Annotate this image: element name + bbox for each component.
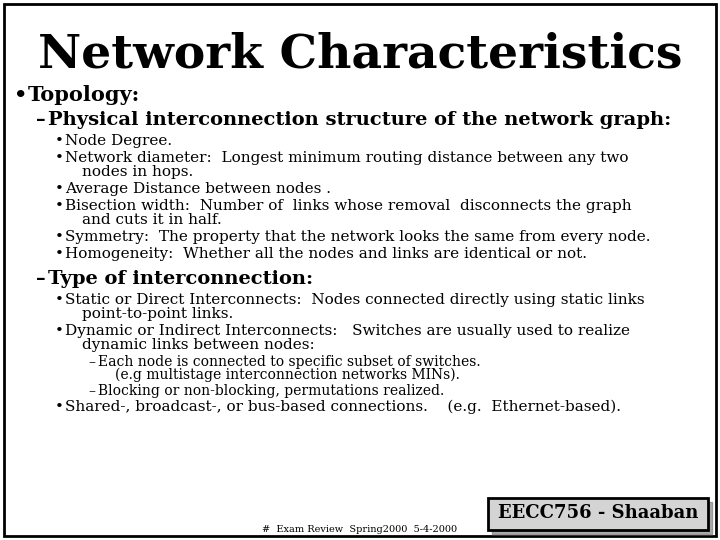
Text: Dynamic or Indirect Interconnects:   Switches are usually used to realize: Dynamic or Indirect Interconnects: Switc…	[65, 324, 630, 338]
Text: •: •	[55, 247, 64, 261]
Text: •: •	[55, 182, 64, 196]
Text: –: –	[88, 384, 95, 398]
Text: •: •	[55, 151, 64, 165]
Text: •: •	[55, 293, 64, 307]
Text: Symmetry:  The property that the network looks the same from every node.: Symmetry: The property that the network …	[65, 230, 650, 244]
Text: •: •	[55, 230, 64, 244]
Text: Static or Direct Interconnects:  Nodes connected directly using static links: Static or Direct Interconnects: Nodes co…	[65, 293, 644, 307]
Text: #  Exam Review  Spring2000  5-4-2000: # Exam Review Spring2000 5-4-2000	[262, 525, 458, 534]
Text: Network Characteristics: Network Characteristics	[37, 32, 683, 78]
Text: Type of interconnection:: Type of interconnection:	[48, 270, 313, 288]
Text: point-to-point links.: point-to-point links.	[82, 307, 233, 321]
Text: Network diameter:  Longest minimum routing distance between any two: Network diameter: Longest minimum routin…	[65, 151, 629, 165]
Text: •: •	[55, 199, 64, 213]
Text: •: •	[55, 134, 64, 148]
Text: •: •	[55, 324, 64, 338]
Text: Average Distance between nodes .: Average Distance between nodes .	[65, 182, 331, 196]
Text: Physical interconnection structure of the network graph:: Physical interconnection structure of th…	[48, 111, 671, 129]
Text: dynamic links between nodes:: dynamic links between nodes:	[82, 338, 315, 352]
Text: Topology:: Topology:	[28, 85, 140, 105]
Text: Each node is connected to specific subset of switches.: Each node is connected to specific subse…	[98, 355, 481, 369]
Text: and cuts it in half.: and cuts it in half.	[82, 213, 222, 227]
Text: •: •	[55, 400, 64, 414]
Text: (e.g multistage interconnection networks MINs).: (e.g multistage interconnection networks…	[115, 368, 460, 382]
Bar	[488, 498, 708, 530]
Text: –: –	[36, 270, 45, 288]
Text: Bisection width:  Number of  links whose removal  disconnects the graph: Bisection width: Number of links whose r…	[65, 199, 631, 213]
Text: Blocking or non-blocking, permutations realized.: Blocking or non-blocking, permutations r…	[98, 384, 444, 398]
Text: –: –	[36, 111, 45, 129]
Bar	[492, 502, 712, 534]
Text: EECC756 - Shaaban: EECC756 - Shaaban	[498, 504, 698, 522]
Text: –: –	[88, 355, 95, 369]
Text: Node Degree.: Node Degree.	[65, 134, 172, 148]
Text: Shared-, broadcast-, or bus-based connections.    (e.g.  Ethernet-based).: Shared-, broadcast-, or bus-based connec…	[65, 400, 621, 414]
Text: Homogeneity:  Whether all the nodes and links are identical or not.: Homogeneity: Whether all the nodes and l…	[65, 247, 587, 261]
Text: nodes in hops.: nodes in hops.	[82, 165, 193, 179]
Text: •: •	[14, 85, 27, 105]
